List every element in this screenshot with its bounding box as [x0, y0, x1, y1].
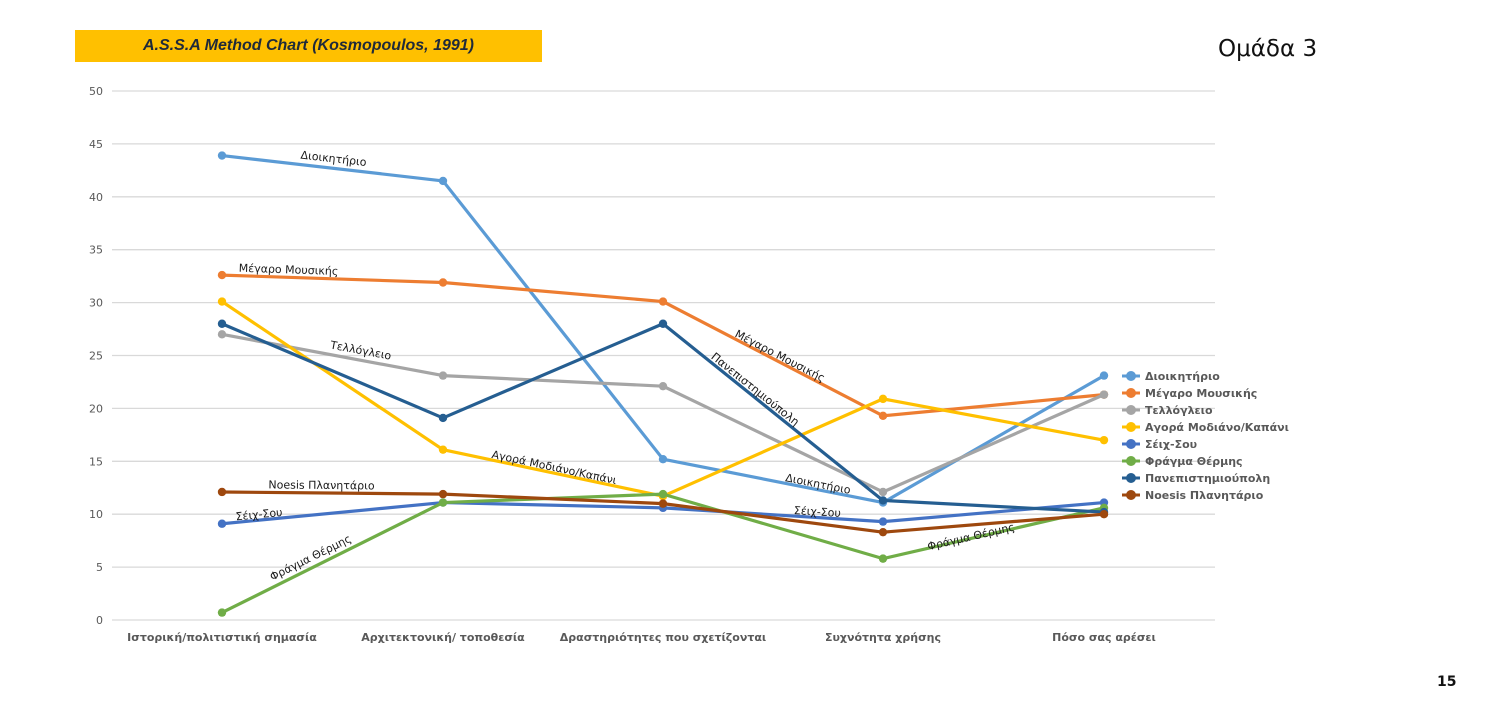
data-point [438, 278, 448, 287]
legend-label: Τελλόγλειο [1145, 404, 1213, 417]
series-annotation: Σέιχ-Σου [235, 506, 283, 523]
x-category-label: Δραστηριότητες που σχετίζονται [560, 631, 766, 644]
data-point [658, 489, 668, 499]
x-category-label: Συχνότητα χρήσης [825, 631, 941, 644]
data-point [1099, 435, 1109, 445]
y-axis-ticks: 0 5 10 15 20 25 30 35 40 45 50 [89, 85, 103, 627]
series-6 [217, 319, 1109, 517]
data-point [217, 319, 227, 328]
y-tick-label: 45 [89, 138, 103, 151]
y-tick-label: 40 [89, 191, 103, 204]
data-point [438, 445, 448, 454]
legend-item: Διοικητήριο [1122, 370, 1220, 383]
legend-marker [1126, 371, 1136, 381]
y-tick-label: 20 [89, 402, 103, 415]
group-label: Ομάδα 3 [1218, 36, 1318, 62]
y-tick-label: 10 [89, 508, 103, 521]
legend-marker [1126, 490, 1136, 500]
y-tick-label: 30 [89, 297, 103, 310]
legend-marker [1126, 439, 1136, 449]
x-axis-categories: Ιστορική/πολιτιστική σημασία Αρχιτεκτονικ… [127, 631, 1156, 644]
data-point [878, 554, 888, 563]
legend-marker [1126, 422, 1136, 432]
data-point [658, 297, 668, 306]
data-point [217, 330, 227, 339]
data-point [878, 496, 888, 505]
legend-label: Διοικητήριο [1145, 370, 1220, 383]
y-tick-label: 50 [89, 85, 103, 98]
data-point [658, 319, 668, 328]
legend-label: Noesis Πλανητάριο [1145, 489, 1264, 502]
legend-marker [1126, 473, 1136, 483]
data-point [878, 517, 888, 526]
y-tick-label: 35 [89, 244, 103, 257]
series-7 [217, 487, 1109, 537]
x-category-label: Πόσο σας αρέσει [1052, 631, 1156, 644]
series-line [221, 153, 1105, 505]
data-point [878, 527, 888, 537]
data-point [878, 487, 888, 497]
x-category-label: Ιστορική/πολιτιστική σημασία [127, 631, 317, 644]
series-annotation: Φράγμα Θέρμης [268, 532, 354, 583]
data-point [658, 381, 668, 391]
legend: Διοικητήριο Μέγαρο Μουσικής Τελλόγλειο Αγορ… [1122, 370, 1289, 502]
legend-label: Σέιχ-Σου [1145, 438, 1197, 451]
series-annotation: Noesis Πλανητάριο [268, 478, 375, 492]
x-category-label: Αρχιτεκτονική/ τοποθεσία [361, 631, 525, 644]
data-point [1099, 510, 1109, 519]
data-point [217, 519, 227, 528]
data-point [217, 270, 227, 280]
legend-item: Σέιχ-Σου [1122, 438, 1197, 451]
series-line [221, 300, 1105, 498]
legend-item: Μέγαρο Μουσικής [1122, 387, 1257, 400]
series-annotation: Διοικητήριο [784, 471, 852, 497]
data-point [1099, 371, 1109, 380]
series-0 [217, 151, 1109, 507]
legend-marker [1126, 388, 1136, 398]
chart-title: A.S.S.A Method Chart (Kosmopoulos, 1991) [143, 37, 474, 54]
data-point [438, 371, 448, 380]
data-point [438, 498, 448, 507]
chart-title-banner: A.S.S.A Method Chart (Kosmopoulos, 1991) [75, 30, 542, 62]
y-tick-label: 0 [96, 614, 103, 627]
legend-item: Noesis Πλανητάριο [1122, 489, 1264, 502]
legend-item: Αγορά Μοδιάνο/Καπάνι [1122, 421, 1289, 434]
y-tick-label: 5 [96, 561, 103, 574]
data-point [658, 499, 668, 508]
data-point [878, 411, 888, 421]
series-annotation: Σέιχ-Σου [793, 504, 841, 520]
data-point [438, 489, 448, 499]
series-lines [217, 151, 1109, 617]
grid-layer [112, 90, 1215, 621]
data-point [1099, 390, 1109, 399]
series-2 [217, 330, 1109, 497]
data-point [878, 394, 888, 404]
page-number: 15 [1437, 674, 1457, 690]
series-annotation: Αγορά Μοδιάνο/Καπάνι [491, 448, 618, 487]
series-annotation: Μέγαρο Μουσικής [239, 262, 339, 278]
legend-label: Φράγμα Θέρμης [1145, 455, 1243, 468]
data-point [438, 413, 448, 423]
data-point [217, 608, 227, 617]
y-tick-label: 25 [89, 350, 103, 363]
data-point [438, 176, 448, 186]
series-line [221, 332, 1105, 494]
legend-label: Πανεπιστημιούπολη [1145, 472, 1270, 485]
legend-label: Μέγαρο Μουσικής [1145, 387, 1257, 400]
legend-item: Πανεπιστημιούπολη [1122, 472, 1270, 485]
legend-marker [1126, 405, 1136, 415]
legend-item: Τελλόγλειο [1122, 404, 1213, 417]
data-point [217, 151, 227, 160]
data-point [217, 297, 227, 306]
legend-marker [1126, 456, 1136, 466]
legend-label: Αγορά Μοδιάνο/Καπάνι [1145, 421, 1289, 434]
legend-item: Φράγμα Θέρμης [1122, 455, 1243, 468]
data-point [217, 487, 227, 497]
data-point [658, 454, 668, 464]
y-tick-label: 15 [89, 455, 103, 468]
